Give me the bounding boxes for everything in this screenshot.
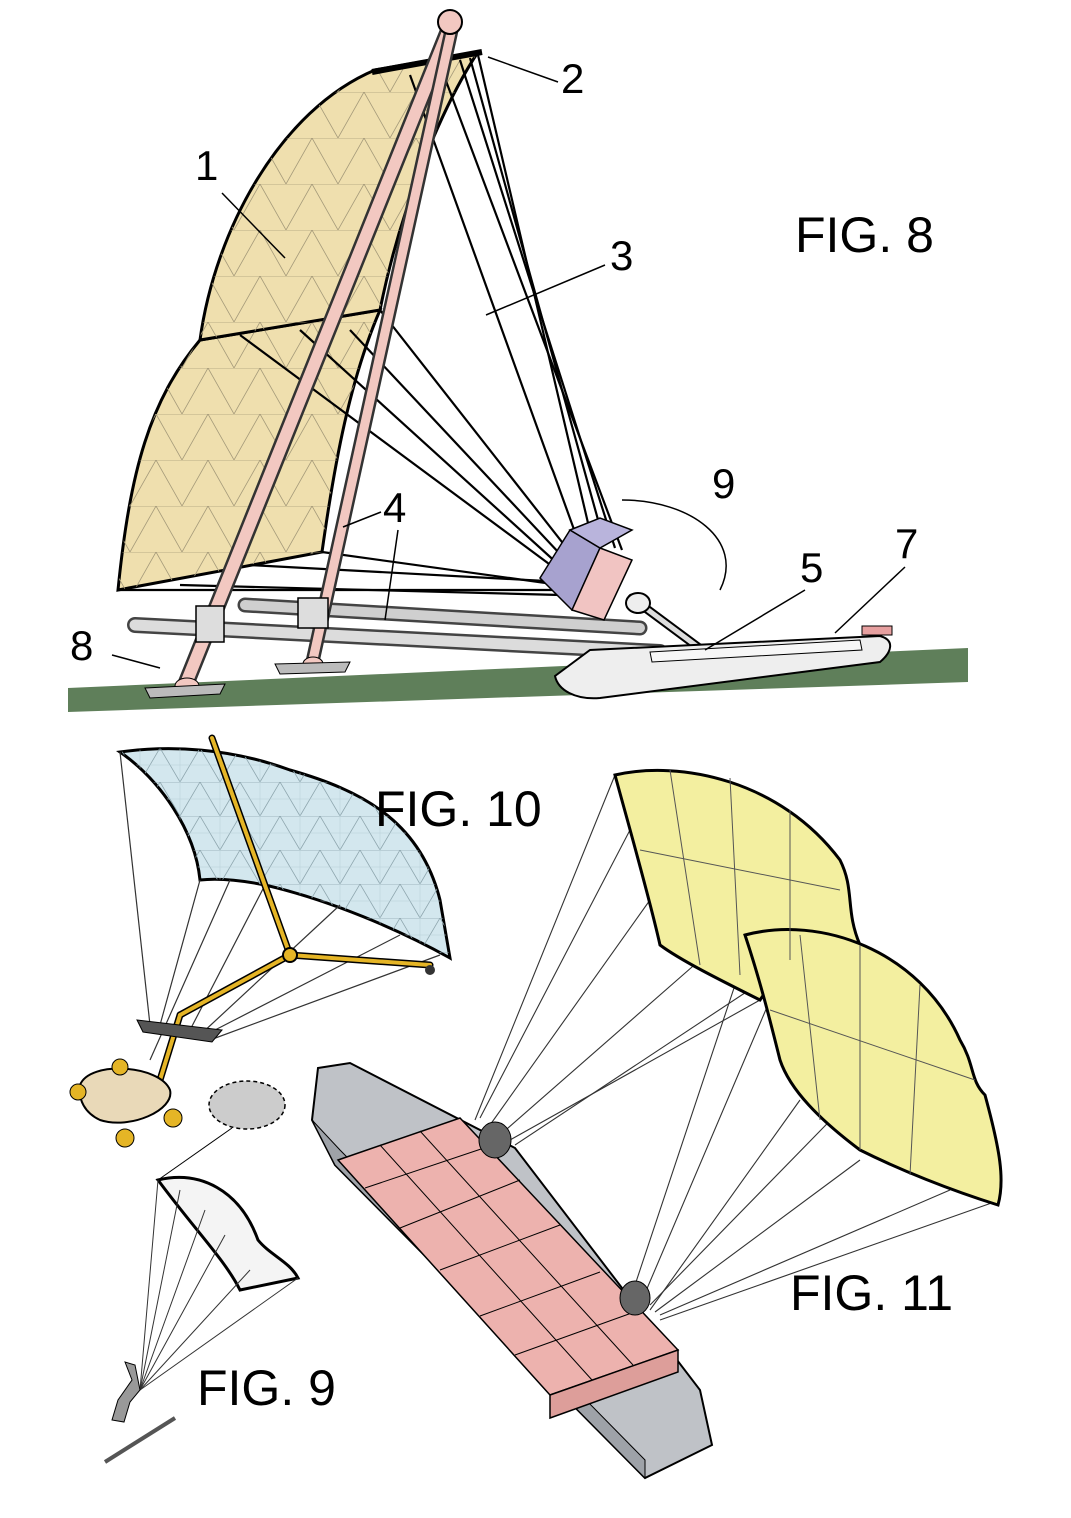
fig8-skid (144, 683, 226, 699)
fig11-kite-rear (743, 928, 1003, 1207)
fig8-drawing: 1 2 3 4 5 7 8 9 FIG. 8 (68, 9, 968, 712)
fig9-kite (155, 1176, 301, 1292)
fig9-lines (139, 1179, 299, 1391)
fig10-cart (78, 1067, 172, 1124)
fig10-wheel (115, 1128, 135, 1148)
fig8-deck (649, 639, 863, 663)
fig11-winch (619, 1280, 651, 1316)
fig8-leader-lines (111, 56, 906, 669)
fig8-label-3: 3 (610, 232, 633, 279)
fig8-label-4: 4 (383, 484, 406, 531)
fig8-control-box-side (570, 547, 634, 621)
fig8-rotation-arc (621, 499, 727, 591)
fig10-wheel (163, 1108, 183, 1128)
fig8-label-8: 8 (70, 622, 93, 669)
fig8-label-2: 2 (561, 55, 584, 102)
fig9-board (103, 1416, 177, 1464)
fig8-title: FIG. 8 (795, 207, 934, 263)
fig10-control-plate (136, 1019, 223, 1043)
fig11-title: FIG. 11 (790, 1265, 953, 1321)
fig10-wheel (69, 1083, 87, 1101)
fig8-label-1: 1 (195, 142, 218, 189)
fig8-mast-top (437, 9, 463, 35)
fig8-label-9: 9 (712, 460, 735, 507)
fig8-clamp (297, 597, 329, 629)
fig10-wheel (111, 1058, 129, 1076)
fig8-clamp (195, 605, 225, 643)
fig11-winch (478, 1121, 512, 1159)
fig8-rudder (861, 625, 893, 636)
fig9-rider (111, 1361, 141, 1423)
fig11-drawing: FIG. 11 (310, 768, 1003, 1480)
fig8-rigging-lines (118, 54, 624, 597)
fig8-label-5: 5 (800, 544, 823, 591)
fig10-title: FIG. 10 (375, 781, 542, 837)
fig9-drawing: FIG. 9 (103, 1080, 336, 1464)
fig8-skid (274, 661, 351, 675)
fig8-label-7: 7 (895, 520, 918, 567)
fig9-title: FIG. 9 (197, 1360, 336, 1416)
fig9-balloon (208, 1080, 286, 1130)
fig10-drawing: FIG. 10 (69, 734, 542, 1148)
fig10-lines (119, 751, 441, 1061)
fig11-lines (474, 774, 1001, 1321)
